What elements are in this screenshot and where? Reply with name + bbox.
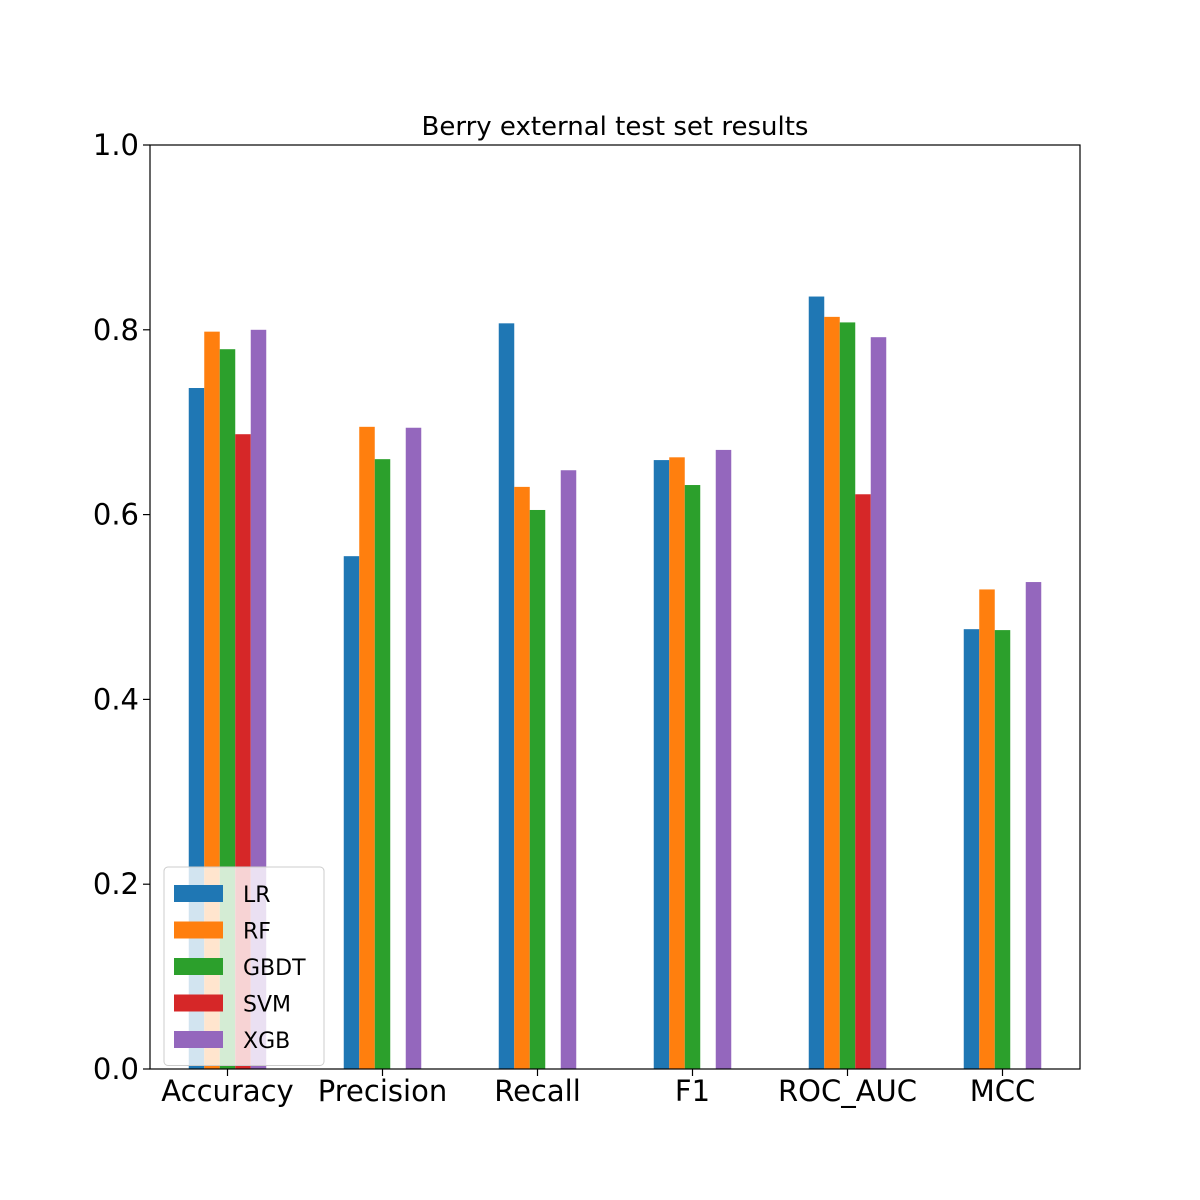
ytick-label: 0.8 bbox=[93, 313, 139, 347]
bar-rf-mcc bbox=[979, 589, 995, 1069]
legend-swatch-xgb bbox=[174, 1031, 223, 1048]
bar-rf-precision bbox=[359, 426, 375, 1069]
bar-xgb-recall bbox=[560, 470, 577, 1069]
xtick-label-precision: Precision bbox=[318, 1074, 447, 1108]
ytick-label: 0.2 bbox=[93, 867, 139, 901]
bar-lr-precision bbox=[343, 556, 360, 1069]
bar-xgb-f1 bbox=[715, 449, 732, 1069]
bar-lr-f1 bbox=[653, 460, 670, 1070]
bar-gbdt-recall bbox=[529, 509, 546, 1070]
ytick-label: 0.0 bbox=[93, 1052, 139, 1086]
legend-box bbox=[163, 866, 325, 1066]
bar-xgb-precision bbox=[405, 427, 422, 1069]
ytick-label: 0.6 bbox=[93, 498, 139, 532]
bar-lr-roc_auc bbox=[808, 296, 825, 1069]
legend-swatch-gbdt bbox=[174, 958, 223, 975]
bar-rf-f1 bbox=[669, 457, 685, 1069]
xtick-label-recall: Recall bbox=[494, 1074, 581, 1108]
legend-swatch-svm bbox=[174, 994, 223, 1012]
chart-title: Berry external test set results bbox=[422, 112, 809, 142]
plot-frame bbox=[149, 144, 1081, 1070]
ytick-label: 0.4 bbox=[93, 682, 139, 716]
bar-lr-mcc bbox=[963, 629, 980, 1069]
bar-svm-roc_auc bbox=[855, 494, 871, 1070]
bar-gbdt-precision bbox=[374, 459, 391, 1069]
series-svm bbox=[235, 434, 871, 1070]
legend-label-lr: LR bbox=[243, 883, 271, 908]
bar-gbdt-roc_auc bbox=[839, 322, 856, 1070]
xtick-label-mcc: MCC bbox=[970, 1074, 1036, 1108]
legend-swatch-lr bbox=[174, 885, 223, 902]
legend: LR RF GBDT SVM XGB bbox=[163, 866, 325, 1066]
ytick-label: 1.0 bbox=[93, 128, 139, 162]
legend-swatch-rf bbox=[174, 921, 223, 939]
legend-label-rf: RF bbox=[243, 920, 271, 945]
bar-rf-roc_auc bbox=[824, 316, 840, 1069]
bar-gbdt-mcc bbox=[994, 630, 1011, 1069]
bar-xgb-roc_auc bbox=[870, 337, 887, 1069]
legend-label-xgb: XGB bbox=[243, 1029, 290, 1054]
bar-xgb-mcc bbox=[1025, 582, 1042, 1069]
legend-label-svm: SVM bbox=[243, 993, 291, 1018]
xtick-label-f1: F1 bbox=[675, 1074, 710, 1108]
legend-label-gbdt: GBDT bbox=[243, 956, 306, 981]
xtick-label-accuracy: Accuracy bbox=[161, 1074, 293, 1108]
bar-lr-recall bbox=[498, 323, 515, 1069]
series-gbdt bbox=[219, 322, 1011, 1070]
bar-rf-recall bbox=[514, 486, 530, 1069]
xtick-label-roc_auc: ROC_AUC bbox=[778, 1074, 917, 1108]
axes-layer: 0.0 0.2 0.4 0.6 0.8 1.0 Accuracy Precision Recal… bbox=[93, 128, 1081, 1108]
bar-gbdt-f1 bbox=[684, 485, 701, 1070]
